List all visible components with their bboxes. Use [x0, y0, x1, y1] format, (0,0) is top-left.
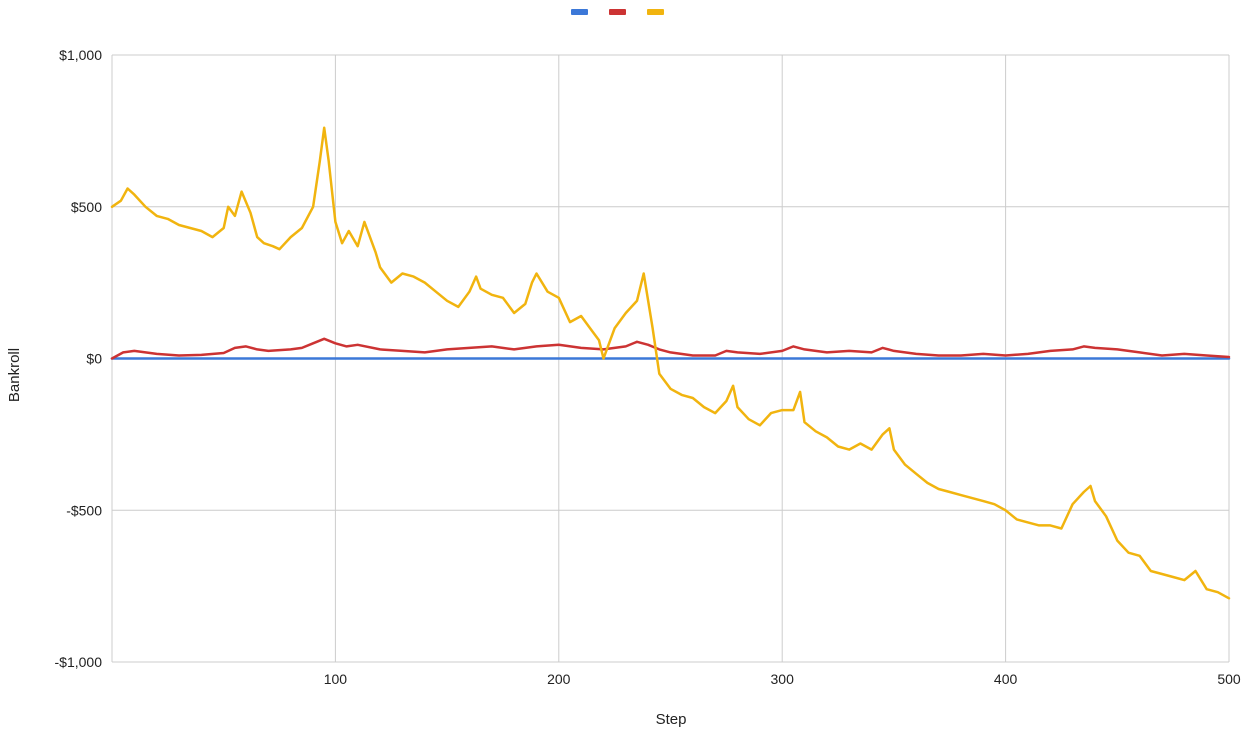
- x-tick-label: 300: [771, 671, 795, 687]
- x-axis-ticks: 100 200 300 400 500: [324, 671, 1241, 687]
- y-tick-label: -$500: [66, 502, 102, 518]
- legend-swatch-1[interactable]: [571, 9, 588, 15]
- y-tick-label: -$1,000: [55, 654, 103, 670]
- y-tick-label: $500: [71, 199, 102, 215]
- x-tick-label: 100: [324, 671, 348, 687]
- x-tick-label: 500: [1217, 671, 1241, 687]
- legend-swatch-3[interactable]: [647, 9, 664, 15]
- x-axis-title: Step: [656, 711, 687, 728]
- legend: [571, 9, 664, 15]
- series-lines: [110, 126, 1231, 600]
- series-line-2: [110, 337, 1231, 360]
- legend-swatch-2[interactable]: [609, 9, 626, 15]
- y-axis-title: Bankroll: [6, 348, 23, 402]
- x-tick-label: 200: [547, 671, 571, 687]
- y-axis-ticks: $1,000 $500 $0 -$500 -$1,000: [55, 47, 103, 670]
- y-tick-label: $1,000: [59, 47, 102, 63]
- series-line-3: [110, 126, 1231, 600]
- y-tick-label: $0: [86, 351, 102, 367]
- x-tick-label: 400: [994, 671, 1018, 687]
